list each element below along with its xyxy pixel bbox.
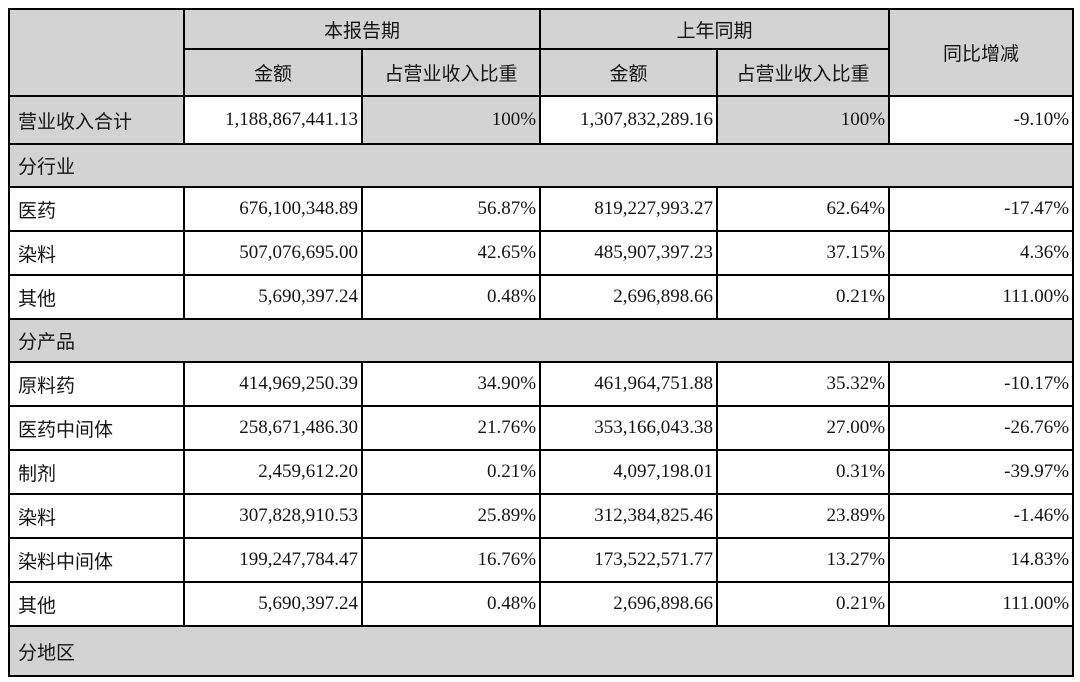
amount-prior: 173,522,571.77 bbox=[539, 537, 719, 583]
amount-prior: 1,307,832,289.16 bbox=[539, 95, 719, 145]
table-row: 原料药 414,969,250.39 34.90% 461,964,751.88 35.… bbox=[8, 361, 1075, 407]
table-body: 营业收入合计 1,188,867,441.13 100% 1,307,832,289.… bbox=[7, 95, 1075, 677]
row-label: 营业收入合计 bbox=[8, 95, 185, 145]
pct-current: 42.65% bbox=[360, 230, 542, 276]
section-row: 分行业 bbox=[7, 143, 1075, 188]
table-row: 其他 5,690,397.24 0.48% 2,696,898.66 0.21% 111.… bbox=[8, 581, 1075, 627]
corner-cell bbox=[8, 8, 185, 97]
yoy-change: 111.00% bbox=[888, 274, 1075, 320]
section-label: 分产品 bbox=[7, 318, 1075, 363]
yoy-change: -1.46% bbox=[888, 493, 1075, 539]
subheader-pct-prior: 占营业收入比重 bbox=[716, 48, 891, 97]
row-label: 制剂 bbox=[8, 449, 185, 495]
table-row: 染料 307,828,910.53 25.89% 312,384,825.46 23.8… bbox=[8, 493, 1075, 539]
amount-current: 199,247,784.47 bbox=[183, 537, 363, 583]
pct-current: 100% bbox=[360, 95, 542, 145]
pct-current: 25.89% bbox=[360, 493, 542, 539]
subheader-amount-prior: 金额 bbox=[539, 48, 719, 97]
amount-prior: 461,964,751.88 bbox=[539, 361, 719, 407]
pct-prior: 27.00% bbox=[716, 405, 891, 451]
amount-prior: 312,384,825.46 bbox=[539, 493, 719, 539]
row-label: 染料中间体 bbox=[8, 537, 185, 583]
table-row: 染料 507,076,695.00 42.65% 485,907,397.23 37.1… bbox=[8, 230, 1075, 276]
pct-current: 56.87% bbox=[360, 186, 542, 232]
col-group-yoy-change: 同比增减 bbox=[888, 8, 1075, 97]
amount-current: 307,828,910.53 bbox=[183, 493, 363, 539]
row-label: 其他 bbox=[8, 581, 185, 627]
pct-current: 21.76% bbox=[360, 405, 542, 451]
pct-prior: 0.21% bbox=[716, 581, 891, 627]
row-label: 其他 bbox=[8, 274, 185, 320]
amount-current: 258,671,486.30 bbox=[183, 405, 363, 451]
amount-current: 2,459,612.20 bbox=[183, 449, 363, 495]
yoy-change: -10.17% bbox=[888, 361, 1075, 407]
pct-prior: 100% bbox=[716, 95, 891, 145]
row-label: 医药 bbox=[8, 186, 185, 232]
pct-prior: 0.21% bbox=[716, 274, 891, 320]
table-row: 制剂 2,459,612.20 0.21% 4,097,198.01 0.31% -39.… bbox=[8, 449, 1075, 495]
subheader-pct-current: 占营业收入比重 bbox=[360, 48, 542, 97]
row-label: 原料药 bbox=[8, 361, 185, 407]
amount-prior: 353,166,043.38 bbox=[539, 405, 719, 451]
yoy-change: -17.47% bbox=[888, 186, 1075, 232]
amount-current: 507,076,695.00 bbox=[183, 230, 363, 276]
col-group-current-period: 本报告期 bbox=[182, 8, 542, 50]
subheader-amount-current: 金额 bbox=[183, 48, 363, 97]
pct-current: 16.76% bbox=[360, 537, 542, 583]
revenue-by-segment-table: 本报告期 上年同期 同比增减 金额 占营业收入比重 金额 占营业收入比重 营业收… bbox=[7, 8, 1075, 677]
yoy-change: 14.83% bbox=[888, 537, 1075, 583]
row-label: 医药中间体 bbox=[8, 405, 185, 451]
table-header: 本报告期 上年同期 同比增减 金额 占营业收入比重 金额 占营业收入比重 bbox=[8, 8, 1075, 97]
table-row: 其他 5,690,397.24 0.48% 2,696,898.66 0.21% 111.… bbox=[8, 274, 1075, 320]
section-row: 分产品 bbox=[7, 318, 1075, 363]
table-row: 染料中间体 199,247,784.47 16.76% 173,522,571.77 1… bbox=[8, 537, 1075, 583]
amount-current: 676,100,348.89 bbox=[183, 186, 363, 232]
amount-prior: 4,097,198.01 bbox=[539, 449, 719, 495]
yoy-change: 4.36% bbox=[888, 230, 1075, 276]
pct-prior: 35.32% bbox=[716, 361, 891, 407]
table-row: 医药 676,100,348.89 56.87% 819,227,993.27 62.6… bbox=[8, 186, 1075, 232]
yoy-change: -9.10% bbox=[888, 95, 1075, 145]
amount-current: 1,188,867,441.13 bbox=[183, 95, 363, 145]
pct-current: 0.48% bbox=[360, 274, 542, 320]
pct-prior: 37.15% bbox=[716, 230, 891, 276]
amount-current: 5,690,397.24 bbox=[183, 274, 363, 320]
amount-current: 5,690,397.24 bbox=[183, 581, 363, 627]
section-row: 分地区 bbox=[7, 625, 1075, 677]
table-row: 营业收入合计 1,188,867,441.13 100% 1,307,832,289.… bbox=[8, 95, 1075, 145]
header-row-measures: 金额 占营业收入比重 金额 占营业收入比重 bbox=[9, 48, 1073, 97]
header-row-periods: 本报告期 上年同期 同比增减 bbox=[8, 8, 1075, 97]
amount-prior: 819,227,993.27 bbox=[539, 186, 719, 232]
pct-current: 34.90% bbox=[360, 361, 542, 407]
yoy-change: -26.76% bbox=[888, 405, 1075, 451]
pct-current: 0.21% bbox=[360, 449, 542, 495]
section-label: 分行业 bbox=[7, 143, 1075, 188]
amount-prior: 485,907,397.23 bbox=[539, 230, 719, 276]
yoy-change: -39.97% bbox=[888, 449, 1075, 495]
col-group-prior-period: 上年同期 bbox=[539, 8, 891, 50]
pct-prior: 0.31% bbox=[716, 449, 891, 495]
pct-prior: 23.89% bbox=[716, 493, 891, 539]
pct-prior: 62.64% bbox=[716, 186, 891, 232]
yoy-change: 111.00% bbox=[888, 581, 1075, 627]
amount-prior: 2,696,898.66 bbox=[539, 274, 719, 320]
pct-prior: 13.27% bbox=[716, 537, 891, 583]
amount-current: 414,969,250.39 bbox=[183, 361, 363, 407]
row-label: 染料 bbox=[8, 493, 185, 539]
table-row: 医药中间体 258,671,486.30 21.76% 353,166,043.38 2… bbox=[8, 405, 1075, 451]
amount-prior: 2,696,898.66 bbox=[539, 581, 719, 627]
row-label: 染料 bbox=[8, 230, 185, 276]
pct-current: 0.48% bbox=[360, 581, 542, 627]
section-label: 分地区 bbox=[7, 625, 1075, 677]
